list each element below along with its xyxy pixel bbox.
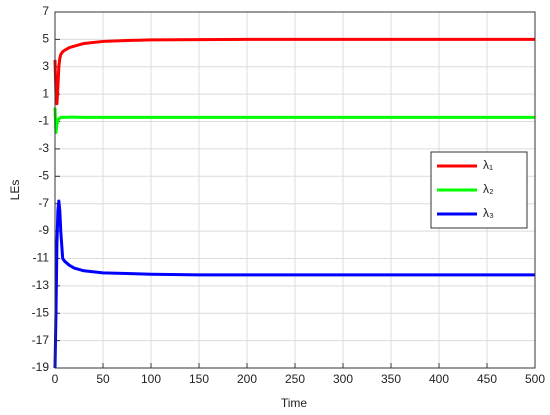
legend: λ₁ λ₂ λ₃	[430, 151, 528, 229]
x-tick-label: 450	[477, 372, 497, 386]
series-line	[53, 107, 535, 134]
y-tick-label: -19	[32, 360, 50, 374]
y-tick-label: -15	[32, 305, 50, 319]
y-tick-label: 3	[42, 59, 49, 73]
x-axis-label: Time	[281, 396, 308, 410]
y-tick-label: -3	[38, 141, 49, 155]
x-tick-label: 500	[525, 372, 545, 386]
legend-label: λ₃	[483, 206, 494, 220]
x-tick-label: 200	[237, 372, 257, 386]
x-tick-label: 100	[141, 372, 161, 386]
plot-frame	[54, 11, 536, 369]
series-line	[53, 37, 535, 106]
x-tick-label: 350	[381, 372, 401, 386]
y-tick-label: 1	[42, 86, 49, 100]
y-tick-label: -9	[38, 223, 49, 237]
y-tick-label: 7	[42, 4, 49, 18]
y-tick-label: -13	[32, 278, 50, 292]
series-line	[53, 199, 535, 369]
y-tick-label: 5	[42, 32, 49, 46]
legend-label: λ₁	[483, 158, 493, 172]
y-tick-label: -5	[38, 168, 49, 182]
x-tick-label: 300	[333, 372, 353, 386]
y-tick-label: -17	[32, 333, 50, 347]
x-tick-label: 0	[52, 372, 59, 386]
y-axis-label: LEs	[8, 180, 22, 201]
y-tick-label: -11	[33, 251, 50, 265]
legend-label: λ₂	[483, 182, 494, 196]
y-tick-label: -7	[38, 196, 49, 210]
x-tick-label: 50	[96, 372, 110, 386]
x-tick-label: 150	[189, 372, 209, 386]
x-tick-label: 250	[285, 372, 305, 386]
x-tick-label: 400	[429, 372, 449, 386]
y-tick-label: -1	[38, 114, 49, 128]
